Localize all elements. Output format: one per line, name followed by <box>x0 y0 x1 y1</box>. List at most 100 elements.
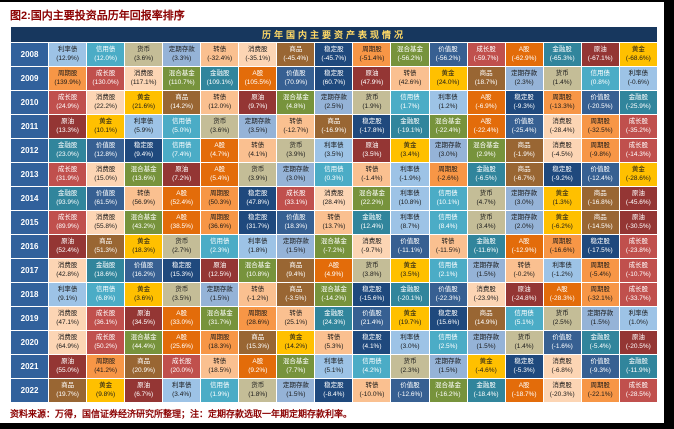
asset-return-cell: A股 (-28.3%) <box>542 282 582 307</box>
asset-name: 货币 <box>479 213 493 221</box>
year-row: 2012 金融股 (23.0%) 价值股 (12.8%) 稳定股 (9.4%) 信用债 (7.4… <box>9 138 659 163</box>
asset-name: 原油 <box>517 285 531 293</box>
asset-return-cell: 金融股 (24.3%) <box>314 306 354 331</box>
asset-return-cell: 成长股 (89.9%) <box>48 210 88 235</box>
asset-return-value: (1.2%) <box>438 102 458 110</box>
asset-return-cell: 周期股 (-5.4%) <box>580 258 620 283</box>
asset-return-cell: 信用债 (12.0%) <box>86 42 126 67</box>
asset-name: 原油 <box>213 261 227 269</box>
asset-return-value: (9.8%) <box>96 390 116 398</box>
asset-name: 消费股 <box>95 213 116 221</box>
asset-return-cell: 稳定股 (-9.3%) <box>504 90 544 115</box>
asset-name: 黄金 <box>289 333 303 341</box>
asset-name: 原油 <box>251 93 265 101</box>
asset-return-value: (2.3%) <box>210 246 230 254</box>
asset-return-cell: 稳定股 (47.8%) <box>238 186 278 211</box>
asset-return-value: (20.0%) <box>170 366 194 374</box>
asset-name: 货币 <box>365 261 379 269</box>
asset-return-value: (18.3%) <box>284 222 308 230</box>
asset-name: 转债 <box>517 261 531 269</box>
asset-name: 信用债 <box>210 381 230 389</box>
year-label: 2017 <box>9 258 50 283</box>
asset-return-cell: 转债 (-10.0%) <box>352 378 392 403</box>
asset-name: 周期股 <box>438 165 458 173</box>
asset-return-value: (-13.3%) <box>549 102 575 110</box>
asset-return-value: (42.8%) <box>56 270 79 278</box>
asset-return-value: (-28.3%) <box>549 294 575 302</box>
asset-return-cell: 周期股 (-22.1%) <box>580 378 620 403</box>
asset-return-value: (3.6%) <box>210 126 230 134</box>
year-row: 2009 周期股 (139.9%) 成长股 (130.0%) 消费股 (117.1%) 混合基… <box>9 66 659 91</box>
asset-name: 定期存款 <box>587 309 614 317</box>
asset-name: 稳定股 <box>438 309 458 317</box>
asset-name: 原油 <box>631 213 645 221</box>
asset-return-cell: 金融股 (-11.9%) <box>618 354 659 379</box>
asset-return-value: (5.1%) <box>324 366 344 374</box>
asset-name: 货币 <box>175 237 189 245</box>
asset-return-value: (12.5%) <box>208 270 232 278</box>
asset-return-cell: 货币 (2.7%) <box>162 234 202 259</box>
asset-return-cell: 转债 (-32.4%) <box>200 42 240 67</box>
asset-return-value: (-14.3%) <box>625 150 651 158</box>
asset-return-value: (3.5%) <box>248 126 268 134</box>
asset-name: 利率债 <box>628 69 649 77</box>
asset-name: 周期股 <box>210 333 230 341</box>
asset-return-value: (-9.3%) <box>589 366 611 374</box>
asset-name: 原油 <box>365 141 379 149</box>
asset-return-cell: 金融股 (-25.9%) <box>618 90 659 115</box>
asset-return-value: (-68.6%) <box>625 54 651 62</box>
asset-return-value: (12.4%) <box>360 222 384 230</box>
asset-name: 价值股 <box>438 45 458 53</box>
asset-name: 货币 <box>289 141 303 149</box>
asset-return-value: (-35.2%) <box>625 126 651 134</box>
asset-return-cell: 信用债 (5.0%) <box>162 114 202 139</box>
asset-return-cell: 混合基金 (110.7%) <box>162 66 202 91</box>
asset-return-value: (-16.2%) <box>435 390 461 398</box>
asset-return-cell: 稳定股 (-45.7%) <box>314 42 354 67</box>
asset-return-cell: 消费股 (-6.8%) <box>542 354 582 379</box>
asset-return-cell: 消费股 (-9.7%) <box>352 234 392 259</box>
asset-return-cell: 信用债 (5.1%) <box>504 306 544 331</box>
asset-name: 稳定股 <box>362 285 382 293</box>
asset-name: 周期股 <box>590 141 610 149</box>
asset-return-cell: 价值股 (61.5%) <box>86 186 126 211</box>
asset-name: 商品 <box>327 117 341 125</box>
asset-return-value: (25.1%) <box>284 318 308 326</box>
asset-name: 价值股 <box>286 69 306 77</box>
asset-name: 金融股 <box>590 333 610 341</box>
asset-return-cell: 利率债 (1.0%) <box>618 306 659 331</box>
asset-name: 消费股 <box>57 309 78 317</box>
asset-name: 黄金 <box>631 45 645 53</box>
asset-return-cell: 金融股 (-11.6%) <box>466 234 506 259</box>
asset-return-value: (-33.7%) <box>625 294 651 302</box>
asset-name: 利率债 <box>57 45 78 53</box>
asset-return-value: (-59.7%) <box>473 54 499 62</box>
asset-name: 金融股 <box>476 237 496 245</box>
asset-return-value: (-7.2%) <box>323 246 345 254</box>
asset-name: 消费股 <box>95 93 116 101</box>
asset-return-cell: 转债 (25.1%) <box>276 306 316 331</box>
asset-return-value: (1.5%) <box>210 294 230 302</box>
asset-return-cell: 商品 (19.7%) <box>48 378 88 403</box>
asset-return-cell: 金融股 (18.6%) <box>86 258 126 283</box>
asset-return-value: (-32.4%) <box>207 54 233 62</box>
asset-return-cell: 成长股 (130.0%) <box>86 66 126 91</box>
asset-name: 商品 <box>175 93 189 101</box>
asset-name: 混合基金 <box>435 381 462 389</box>
asset-return-cell: 定期存款 (1.5%) <box>466 258 506 283</box>
asset-return-value: (3.4%) <box>400 150 420 158</box>
asset-return-cell: 利率债 (1.8%) <box>238 234 278 259</box>
asset-return-cell: 定期存款 (1.5%) <box>428 354 468 379</box>
asset-return-value: (28.6%) <box>246 318 270 326</box>
asset-name: 混合基金 <box>282 93 309 101</box>
asset-name: 混合基金 <box>130 165 157 173</box>
asset-name: 商品 <box>137 357 151 365</box>
asset-return-cell: 成长股 (-33.7%) <box>618 282 659 307</box>
asset-name: 利率债 <box>400 165 420 173</box>
asset-return-cell: 稳定股 (-8.4%) <box>314 378 354 403</box>
asset-return-cell: 金融股 (-19.1%) <box>390 114 430 139</box>
asset-return-value: (1.5%) <box>476 342 496 350</box>
asset-name: 商品 <box>593 189 607 197</box>
asset-name: 黄金 <box>555 189 569 197</box>
asset-name: 混合基金 <box>168 69 195 77</box>
